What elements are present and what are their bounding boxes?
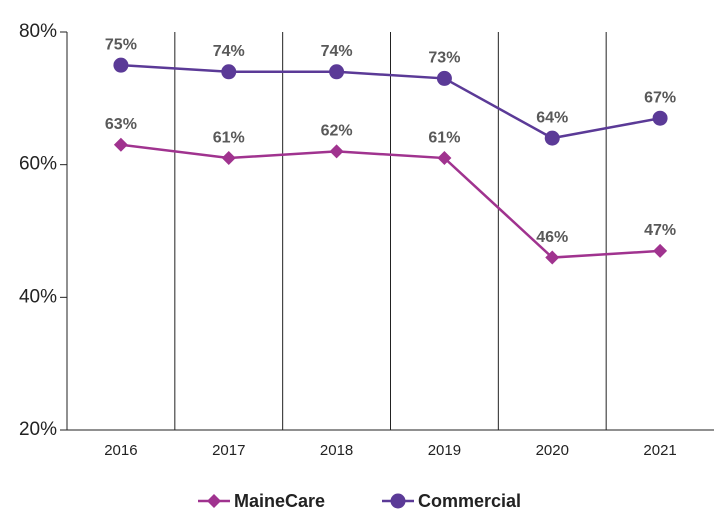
x-tick-label: 2020 <box>536 442 569 459</box>
x-tick-label: 2021 <box>643 442 676 459</box>
value-label: 75% <box>105 36 137 53</box>
marker <box>221 151 236 166</box>
value-label: 46% <box>536 229 568 246</box>
marker <box>221 64 237 80</box>
marker <box>437 151 452 166</box>
value-label: 74% <box>321 43 353 60</box>
y-tick-label: 20% <box>19 419 57 440</box>
value-label: 73% <box>428 50 460 67</box>
value-label: 62% <box>321 123 353 140</box>
value-label: 63% <box>105 116 137 133</box>
x-tick-label: 2019 <box>428 442 461 459</box>
x-tick-label: 2017 <box>212 442 245 459</box>
marker <box>652 110 668 126</box>
legend-marker <box>390 493 406 509</box>
x-tick-label: 2016 <box>104 442 137 459</box>
legend-label: Commercial <box>418 491 521 511</box>
y-tick-label: 40% <box>19 286 57 307</box>
value-label: 61% <box>213 129 245 146</box>
value-label: 74% <box>213 43 245 60</box>
series-line <box>120 63 661 140</box>
marker <box>653 243 668 258</box>
marker <box>113 57 129 73</box>
x-tick-label: 2018 <box>320 442 353 459</box>
legend-label: MaineCare <box>234 491 325 511</box>
marker <box>329 144 344 159</box>
legend-marker <box>207 494 221 508</box>
y-tick-label: 80% <box>19 21 57 42</box>
value-label: 47% <box>644 222 676 239</box>
value-label: 64% <box>536 109 568 126</box>
y-tick-label: 60% <box>19 154 57 175</box>
value-label: 67% <box>644 89 676 106</box>
series-line <box>120 143 661 259</box>
marker <box>113 137 128 152</box>
marker <box>329 64 345 80</box>
value-label: 61% <box>428 129 460 146</box>
marker <box>544 130 560 146</box>
marker <box>436 70 452 86</box>
marker <box>545 250 560 265</box>
